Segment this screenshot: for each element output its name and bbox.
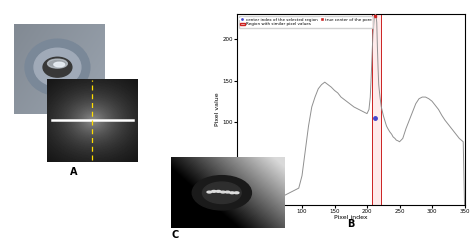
Text: C: C [172,230,179,238]
Ellipse shape [225,191,230,193]
Ellipse shape [113,193,117,195]
Ellipse shape [116,194,122,196]
Text: A: A [70,167,77,177]
Ellipse shape [103,190,109,192]
Ellipse shape [43,57,72,77]
Text: B: B [347,219,355,229]
Ellipse shape [90,190,134,195]
Ellipse shape [113,193,117,195]
Ellipse shape [25,39,90,95]
Ellipse shape [109,192,113,193]
Ellipse shape [91,190,96,192]
X-axis label: Pixel index: Pixel index [334,215,367,220]
Ellipse shape [96,193,100,194]
Ellipse shape [54,62,64,67]
Ellipse shape [125,190,131,192]
Ellipse shape [192,176,251,210]
Y-axis label: Pixel value: Pixel value [215,93,219,126]
Ellipse shape [216,190,221,192]
Ellipse shape [211,190,216,192]
Ellipse shape [122,193,126,194]
Ellipse shape [47,59,67,68]
Ellipse shape [94,193,99,194]
Bar [372,14,381,205]
Ellipse shape [107,191,111,192]
Ellipse shape [207,191,211,193]
Ellipse shape [202,182,241,203]
Ellipse shape [221,191,225,193]
Ellipse shape [234,192,239,194]
Ellipse shape [34,48,81,86]
Ellipse shape [230,192,234,194]
Ellipse shape [105,193,110,194]
Legend: center index of the selected region, Region with similar pixel values, true cent: center index of the selected region, Reg… [239,16,373,28]
